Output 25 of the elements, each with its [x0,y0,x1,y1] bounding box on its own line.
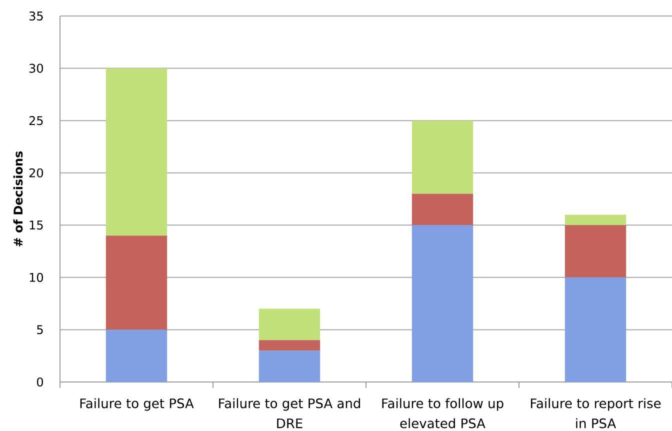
bar [258,308,320,340]
bar [564,225,626,278]
bar [564,214,626,226]
bar [258,340,320,351]
y-tick-label: 20 [29,168,44,178]
y-tick-label: 0 [36,377,44,387]
bar [564,277,626,382]
y-tick-label: 30 [29,64,44,73]
bar [412,194,474,226]
x-tick-label: Failure to get PSA [80,398,194,411]
y-tick-label: 15 [30,220,43,230]
y-axis-title: # of Decisions [13,151,23,246]
bar [106,68,168,236]
x-tick-label: Failure to follow up elevated PSA [382,398,504,428]
y-tick-label: 25 [29,116,43,126]
bar [106,236,168,330]
x-tick-label: Failure to report rise in PSA [530,398,661,428]
bar [106,330,168,382]
y-tick-label: 10 [30,272,44,282]
bar [412,120,474,194]
y-tick-label: 35 [29,11,43,21]
x-tick-label: Failure to get PSA and DRE [219,398,360,428]
y-tick-label: 5 [37,325,43,334]
bar [412,225,474,382]
bar [258,350,320,382]
